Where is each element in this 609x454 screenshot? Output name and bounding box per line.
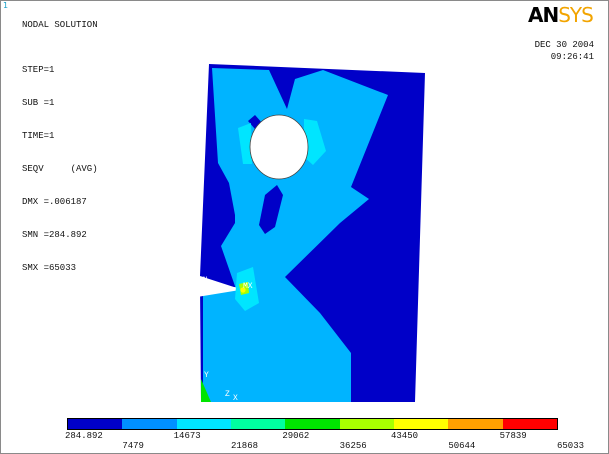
plot-title: NODAL SOLUTION bbox=[22, 20, 98, 30]
ansys-logo: ANSYS bbox=[528, 3, 594, 27]
legend-label-top: 14673 bbox=[173, 431, 201, 441]
corner-stress-zone bbox=[201, 379, 211, 402]
legend-label-top: 57839 bbox=[499, 431, 527, 441]
legend-label-bottom: 36256 bbox=[339, 441, 367, 451]
hole-highlight-right bbox=[304, 119, 326, 165]
info-time: TIME=1 bbox=[22, 131, 55, 141]
legend-swatch bbox=[393, 419, 449, 429]
legend-label-top: 29062 bbox=[282, 431, 310, 441]
legend-label-bottom: 21868 bbox=[231, 441, 259, 451]
info-step: STEP=1 bbox=[22, 65, 55, 75]
center-hole bbox=[249, 114, 309, 180]
window-number: 1 bbox=[3, 1, 9, 10]
logo-part-sys: SYS bbox=[558, 3, 594, 27]
solution-info: STEP=1 SUB =1 TIME=1 SEQV (AVG) DMX =.00… bbox=[22, 43, 98, 296]
info-seqv: SEQV (AVG) bbox=[22, 164, 98, 174]
legend-label-top: 43450 bbox=[391, 431, 419, 441]
legend-swatch bbox=[448, 419, 503, 429]
low-island-1 bbox=[259, 185, 283, 234]
axis-z-label: Z bbox=[225, 390, 230, 399]
axis-y-label: Y bbox=[204, 371, 209, 380]
legend-label-bottom: 65033 bbox=[557, 441, 585, 451]
legend-swatch bbox=[339, 419, 394, 429]
axis-x-label: X bbox=[233, 394, 238, 403]
info-dmx: DMX =.006187 bbox=[22, 197, 87, 207]
info-smn: SMN =284.892 bbox=[22, 230, 87, 240]
mn-marker: MN bbox=[198, 276, 208, 285]
info-sub: SUB =1 bbox=[22, 98, 55, 108]
color-legend-bar bbox=[67, 418, 558, 430]
legend-label-bottom: 7479 bbox=[122, 441, 144, 451]
legend-swatch bbox=[285, 419, 340, 429]
legend-label-top: 284.892 bbox=[65, 431, 103, 441]
crack-notch bbox=[197, 281, 246, 297]
plot-time: 09:26:41 bbox=[550, 52, 594, 62]
info-smx: SMX =65033 bbox=[22, 263, 77, 273]
legend-swatch bbox=[122, 419, 177, 429]
legend-swatch bbox=[230, 419, 286, 429]
legend-swatch bbox=[68, 419, 123, 429]
plot-date: DEC 30 2004 bbox=[534, 40, 594, 50]
hole-highlight-left bbox=[238, 123, 252, 164]
legend-swatch bbox=[502, 419, 557, 429]
logo-part-an: AN bbox=[528, 3, 559, 27]
legend-swatch bbox=[176, 419, 231, 429]
crack-tip-max bbox=[240, 287, 246, 293]
legend-label-bottom: 50644 bbox=[448, 441, 476, 451]
mx-marker: MX bbox=[243, 282, 253, 291]
